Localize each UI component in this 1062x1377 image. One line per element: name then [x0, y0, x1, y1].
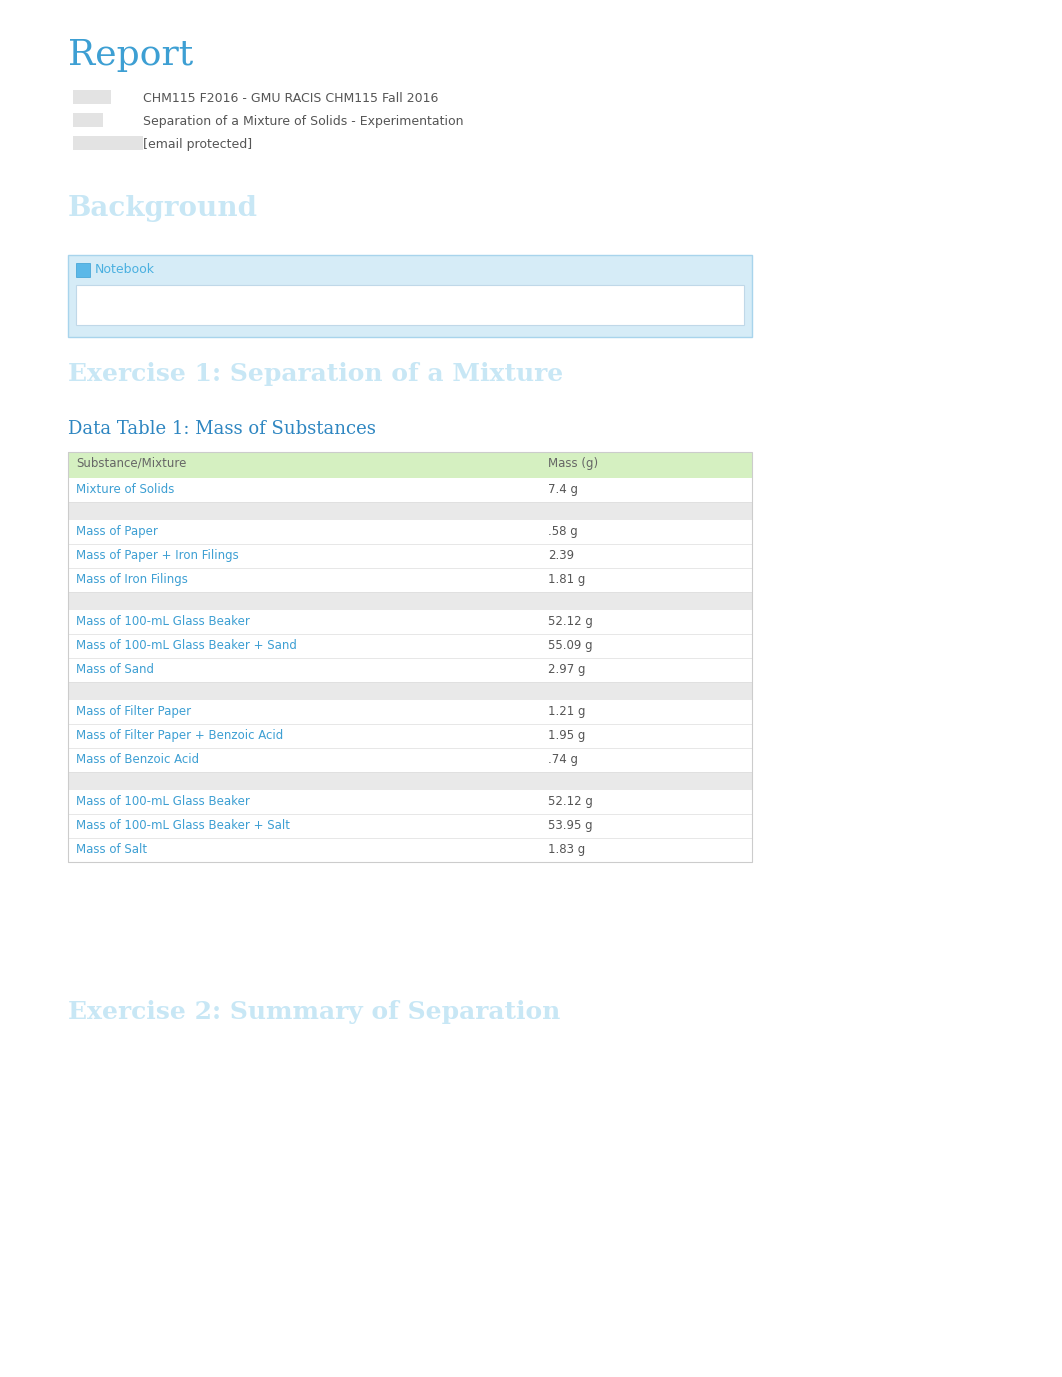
Bar [68, 255, 752, 337]
Bar [68, 452, 752, 478]
Text: 52.12 g: 52.12 g [548, 795, 593, 808]
Text: 7.4 g: 7.4 g [548, 483, 578, 496]
Bar [68, 724, 752, 748]
Text: Notebook: Notebook [95, 263, 155, 275]
Text: .74 g: .74 g [548, 753, 578, 766]
Bar [68, 700, 752, 724]
Text: Mass of Paper + Iron Filings: Mass of Paper + Iron Filings [76, 549, 239, 562]
Text: 1.83 g: 1.83 g [548, 843, 585, 856]
Bar [76, 285, 744, 325]
Text: 1.21 g: 1.21 g [548, 705, 585, 717]
Text: 52.12 g: 52.12 g [548, 616, 593, 628]
Text: Mass of Sand: Mass of Sand [76, 662, 154, 676]
Text: Mass of Filter Paper + Benzoic Acid: Mass of Filter Paper + Benzoic Acid [76, 728, 284, 742]
Text: Mass of 100-mL Glass Beaker: Mass of 100-mL Glass Beaker [76, 616, 250, 628]
Bar [68, 503, 752, 521]
Bar [68, 452, 752, 862]
Bar [68, 790, 752, 814]
Text: CHM115 F2016 - GMU RACIS CHM115 Fall 2016: CHM115 F2016 - GMU RACIS CHM115 Fall 201… [143, 92, 439, 105]
Bar [76, 263, 90, 277]
Bar [68, 772, 752, 790]
Text: Separation of a Mixture of Solids - Experimentation: Separation of a Mixture of Solids - Expe… [143, 116, 463, 128]
Text: Exercise 1: Separation of a Mixture: Exercise 1: Separation of a Mixture [68, 362, 563, 386]
Text: [email protected]: [email protected] [143, 138, 252, 151]
Bar [73, 113, 103, 127]
Text: .58 g: .58 g [548, 525, 578, 538]
Bar [68, 610, 752, 633]
Text: Mass of Iron Filings: Mass of Iron Filings [76, 573, 188, 587]
Text: 2.97 g: 2.97 g [548, 662, 585, 676]
Text: Mass of 100-mL Glass Beaker: Mass of 100-mL Glass Beaker [76, 795, 250, 808]
Text: Data Table 1: Mass of Substances: Data Table 1: Mass of Substances [68, 420, 376, 438]
Text: Mass of 100-mL Glass Beaker + Sand: Mass of 100-mL Glass Beaker + Sand [76, 639, 297, 651]
Bar [68, 658, 752, 682]
Bar [68, 544, 752, 567]
Text: Report: Report [68, 39, 193, 72]
Text: Mixture of Solids: Mixture of Solids [76, 483, 174, 496]
Text: Background: Background [68, 196, 258, 222]
Bar [68, 814, 752, 839]
Bar [68, 839, 752, 862]
Bar [73, 90, 112, 105]
Bar [68, 478, 752, 503]
Bar [68, 748, 752, 772]
Text: 55.09 g: 55.09 g [548, 639, 593, 651]
Text: Mass (g): Mass (g) [548, 457, 598, 470]
Text: 2.39: 2.39 [548, 549, 575, 562]
Text: Mass of Salt: Mass of Salt [76, 843, 148, 856]
Bar [68, 633, 752, 658]
Text: Mass of 100-mL Glass Beaker + Salt: Mass of 100-mL Glass Beaker + Salt [76, 819, 290, 832]
Text: Mass of Benzoic Acid: Mass of Benzoic Acid [76, 753, 200, 766]
Bar [68, 521, 752, 544]
Bar [68, 592, 752, 610]
Bar [68, 567, 752, 592]
Text: Mass of Paper: Mass of Paper [76, 525, 158, 538]
Bar [73, 136, 143, 150]
Text: Exercise 2: Summary of Separation: Exercise 2: Summary of Separation [68, 1000, 561, 1024]
Bar [68, 682, 752, 700]
Text: 1.95 g: 1.95 g [548, 728, 585, 742]
Text: 1.81 g: 1.81 g [548, 573, 585, 587]
Text: Substance/Mixture: Substance/Mixture [76, 457, 186, 470]
Text: Mass of Filter Paper: Mass of Filter Paper [76, 705, 191, 717]
Text: 53.95 g: 53.95 g [548, 819, 593, 832]
